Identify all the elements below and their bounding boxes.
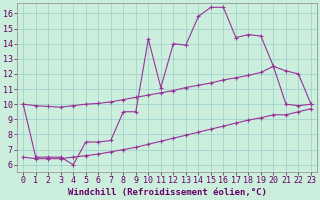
X-axis label: Windchill (Refroidissement éolien,°C): Windchill (Refroidissement éolien,°C): [68, 188, 267, 197]
